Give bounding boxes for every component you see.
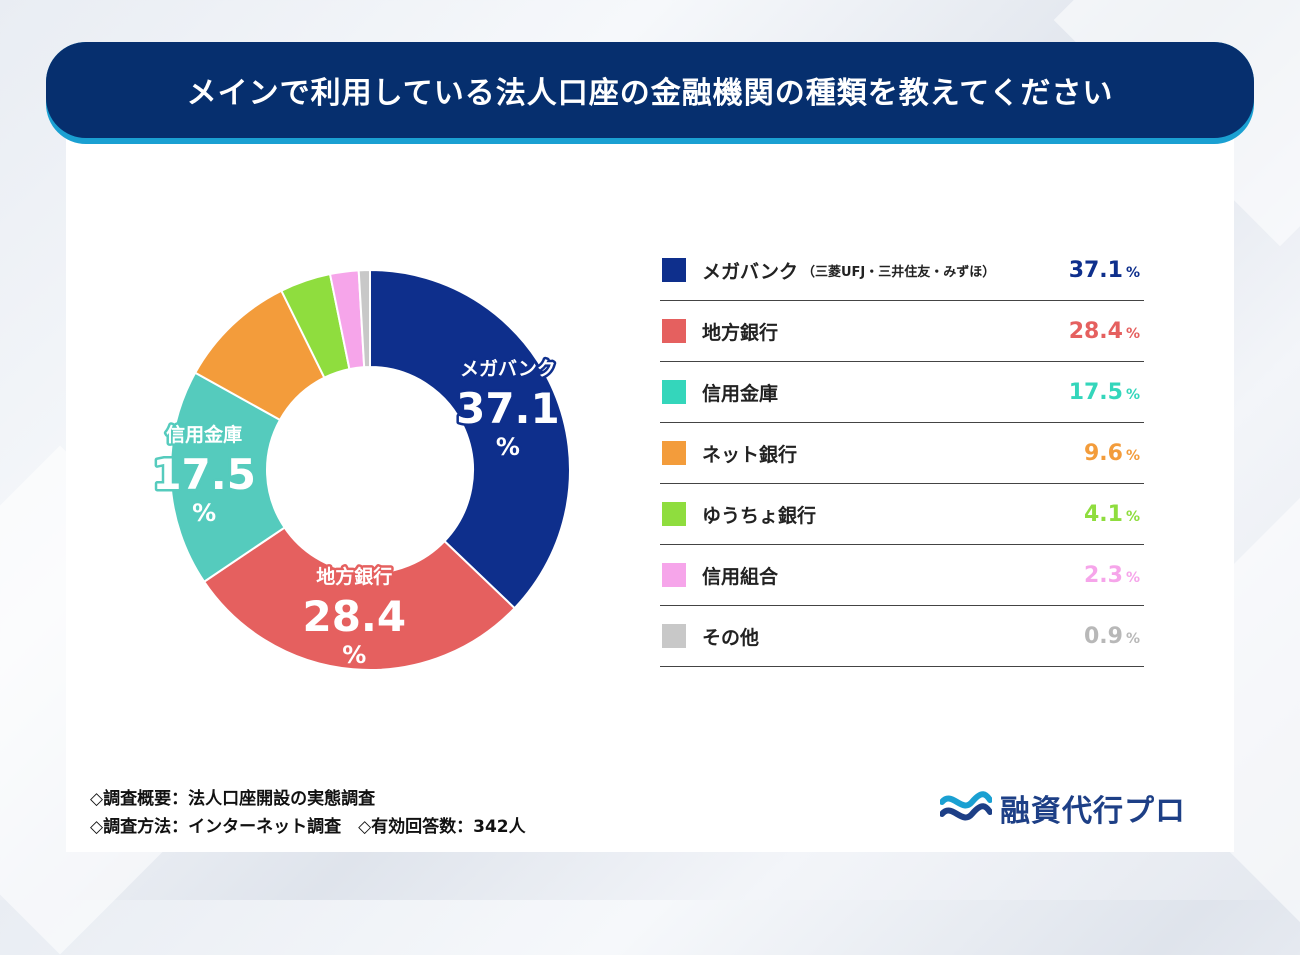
legend-value-percent: % <box>1125 325 1140 342</box>
legend-swatch <box>662 563 686 587</box>
footnote-survey-method: ◇調査方法：インターネット調査 ◇有効回答数：342人 <box>90 817 526 837</box>
legend-value-percent: % <box>1125 264 1140 281</box>
slice-regional-bank <box>202 526 517 671</box>
legend-value: 28.4% <box>1069 319 1140 344</box>
legend-value-percent: % <box>1125 569 1140 586</box>
donut-label-name: 信用金庫 <box>166 423 242 446</box>
footnote-survey-overview: ◇調査概要：法人口座開設の実態調査 <box>90 789 376 809</box>
legend-item-megabank: メガバンク （三菱UFJ・三井住友・みずほ） 37.1% <box>660 240 1144 301</box>
chart-title: メインで利用している法人口座の金融機関の種類を教えてください <box>186 76 1114 111</box>
donut-label-name: 地方銀行 <box>316 565 392 588</box>
legend-swatch <box>662 380 686 404</box>
legend-label: 信用組合 <box>702 565 779 588</box>
legend-value: 37.1% <box>1069 258 1140 283</box>
legend-swatch <box>662 319 686 343</box>
legend-value: 2.3% <box>1084 563 1140 588</box>
legend-label: ネット銀行 <box>702 443 798 466</box>
legend-value-percent: % <box>1125 630 1140 647</box>
legend-item-yucho: ゆうちょ銀行 4.1% <box>660 484 1144 545</box>
legend-label: ゆうちょ銀行 <box>702 504 817 527</box>
donut-label-percent: % <box>192 499 216 527</box>
legend-swatch <box>662 258 686 282</box>
legend-value-number: 4.1 <box>1083 501 1123 527</box>
slice-other <box>357 268 371 369</box>
legend-value-number: 28.4 <box>1068 318 1123 344</box>
legend-label: メガバンク <box>702 260 798 283</box>
legend-swatch <box>662 502 686 526</box>
legend-item-shinkin: 信用金庫 17.5% <box>660 362 1144 423</box>
slice-shinkin <box>169 371 286 584</box>
legend-sublabel: （三菱UFJ・三井住友・みずほ） <box>801 264 996 280</box>
legend-value-percent: % <box>1125 508 1140 525</box>
legend-value: 4.1% <box>1084 502 1140 527</box>
legend-value: 17.5% <box>1069 380 1140 405</box>
donut-chart: メガバンク 37.1% 地方銀行 28.4% 信用金庫 17.5% <box>150 268 571 672</box>
legend-value-number: 2.3 <box>1083 562 1123 588</box>
legend-label: 信用金庫 <box>702 382 779 405</box>
brand-logo: 融資代行プロ <box>940 786 1186 830</box>
logo-text: 融資代行プロ <box>1000 794 1186 829</box>
legend-label: その他 <box>702 626 760 649</box>
legend-value: 0.9% <box>1084 624 1140 649</box>
legend-label: 地方銀行 <box>702 321 779 344</box>
legend-item-credit-union: 信用組合 2.3% <box>660 545 1144 606</box>
legend-item-regional-bank: 地方銀行 28.4% <box>660 301 1144 362</box>
legend-value: 9.6% <box>1084 441 1140 466</box>
legend-value-number: 17.5 <box>1068 379 1123 405</box>
wave-logo-icon <box>940 791 992 821</box>
donut-label-value: 37.1 <box>456 384 560 433</box>
donut-label-percent: % <box>496 433 520 461</box>
donut-label-percent: % <box>342 641 366 669</box>
legend-swatch <box>662 441 686 465</box>
legend-value-number: 37.1 <box>1068 257 1123 283</box>
legend-swatch <box>662 624 686 648</box>
title-bar: メインで利用している法人口座の金融機関の種類を教えてください <box>46 42 1254 138</box>
legend-value-percent: % <box>1125 386 1140 403</box>
donut-label-value: 17.5 <box>152 450 256 499</box>
legend-value-percent: % <box>1125 447 1140 464</box>
chart-legend: メガバンク （三菱UFJ・三井住友・みずほ） 37.1% 地方銀行 28.4% 信用金庫 1… <box>660 240 1144 667</box>
legend-value-number: 9.6 <box>1083 440 1123 466</box>
donut-label-value: 28.4 <box>302 592 406 641</box>
legend-item-other: その他 0.9% <box>660 606 1144 667</box>
legend-item-net-bank: ネット銀行 9.6% <box>660 423 1144 484</box>
legend-value-number: 0.9 <box>1083 623 1123 649</box>
slice-megabank <box>369 268 571 610</box>
donut-label-name: メガバンク <box>460 358 556 380</box>
